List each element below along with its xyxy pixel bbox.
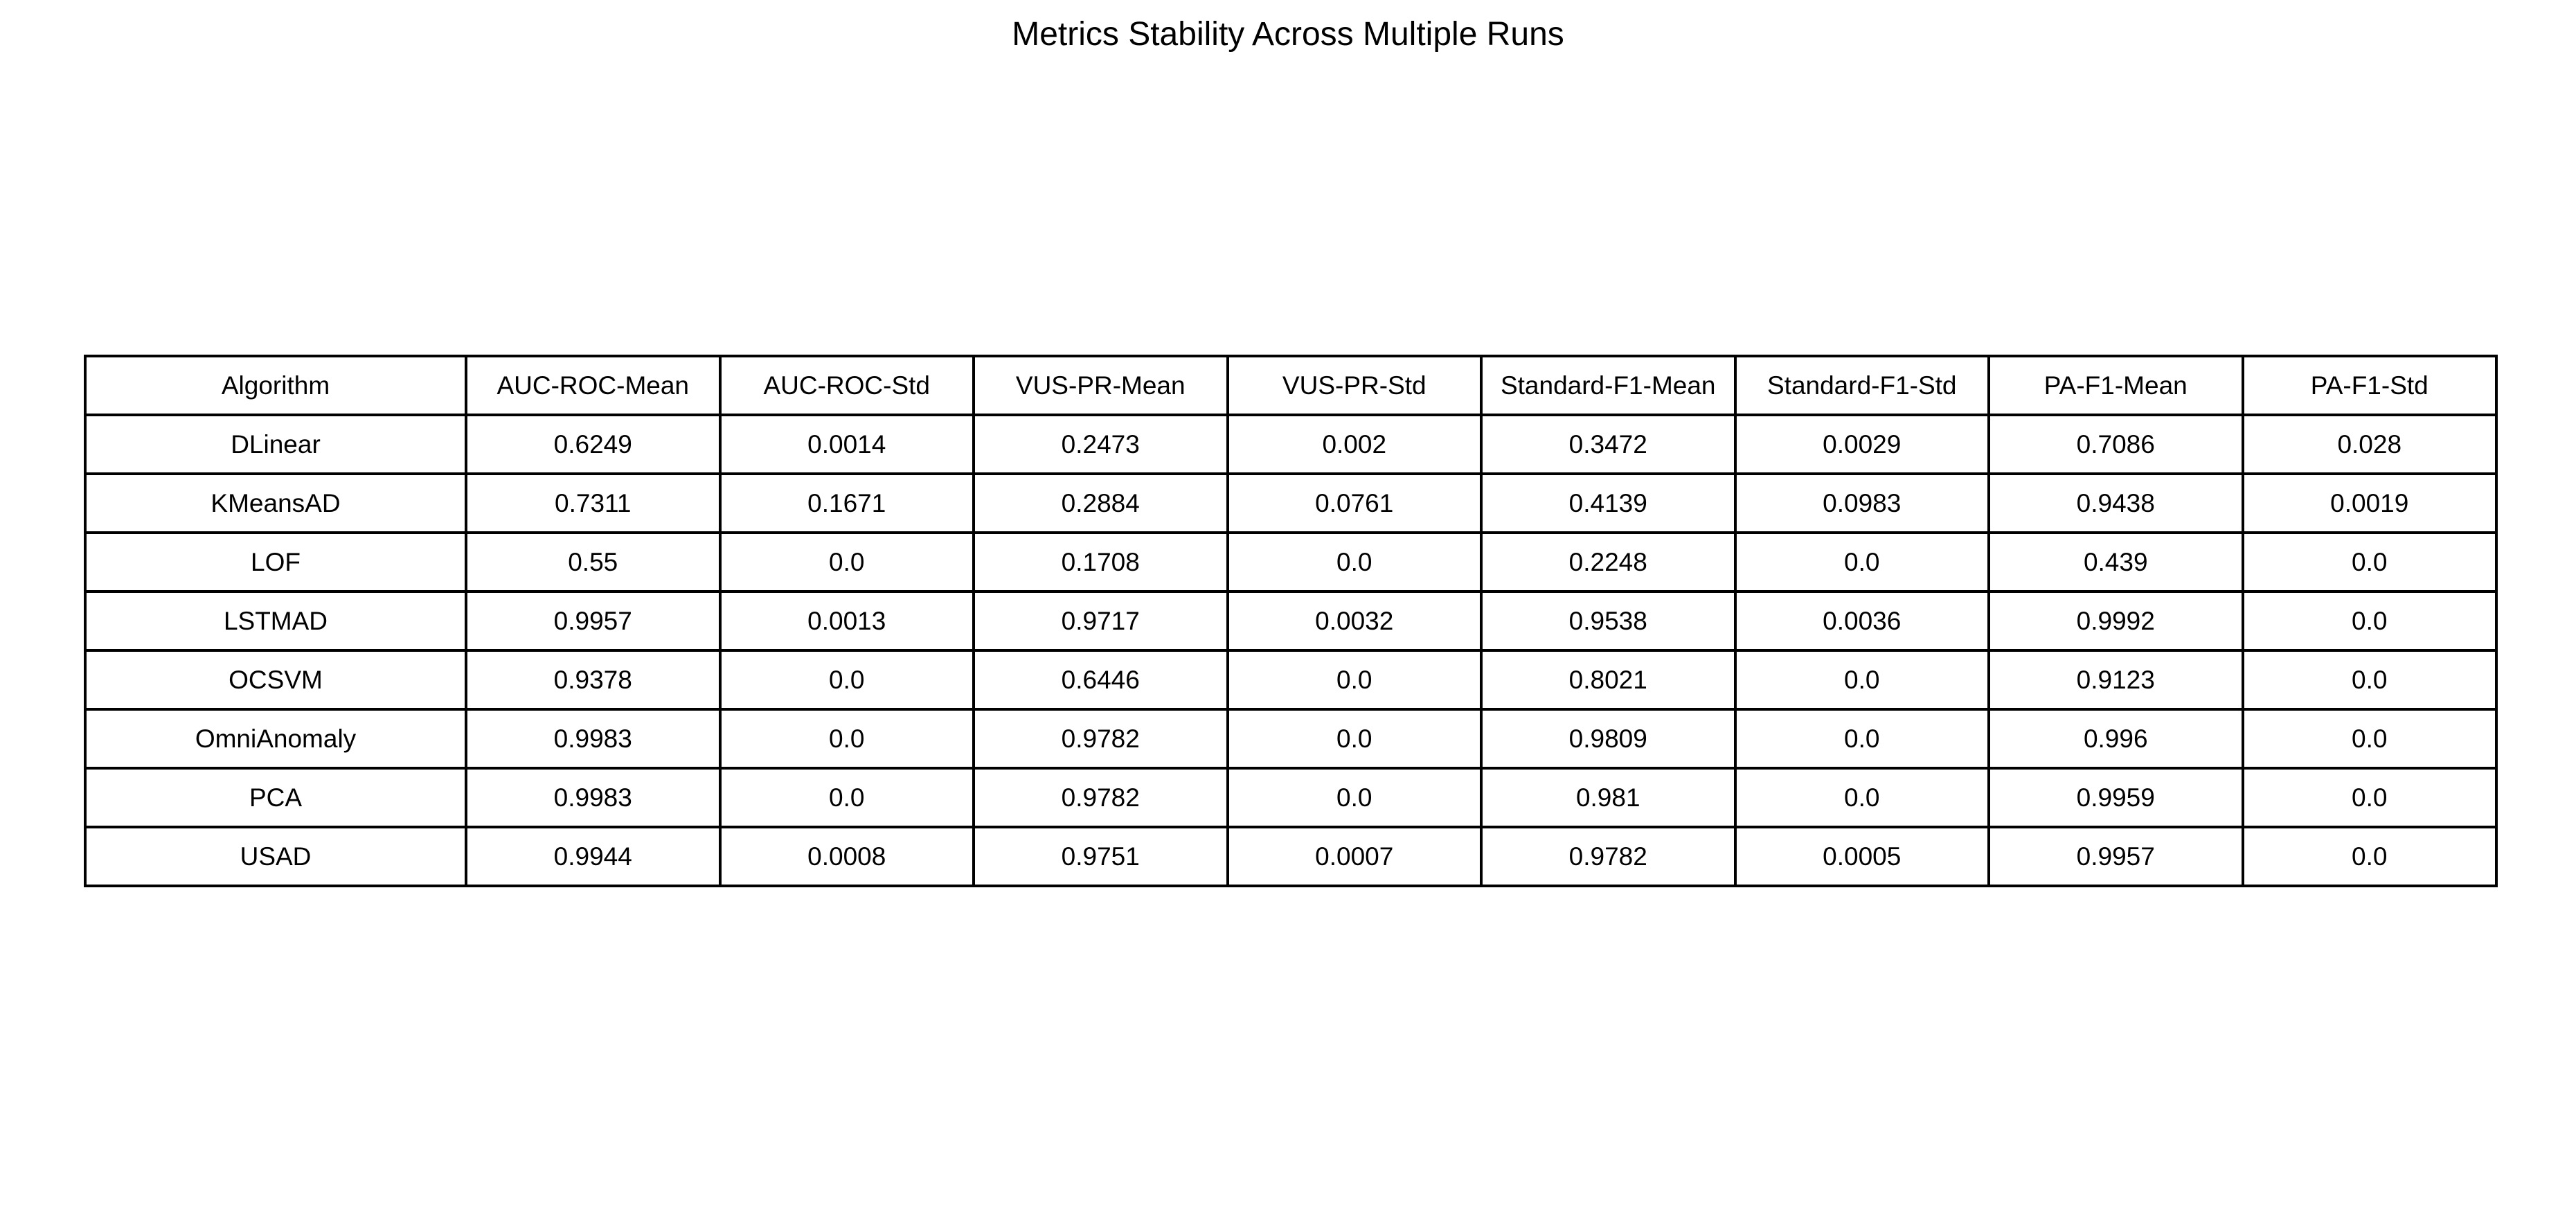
- metric-value-cell: 0.2884: [972, 472, 1229, 534]
- table-row: DLinear 0.6249 0.0014 0.2473 0.002 0.3472 0.00…: [84, 414, 2498, 475]
- metric-value-cell: 0.0: [2241, 649, 2498, 711]
- table-row: LSTMAD 0.9957 0.0013 0.9717 0.0032 0.9538 0.00…: [84, 590, 2498, 652]
- column-header: PA-F1-Std: [2241, 355, 2498, 416]
- algorithm-name-cell: LSTMAD: [84, 590, 467, 652]
- metric-value-cell: 0.0: [1226, 767, 1483, 828]
- column-header: Standard-F1-Mean: [1480, 355, 1737, 416]
- table-row: OmniAnomaly 0.9983 0.0 0.9782 0.0 0.9809 0.0 0.…: [84, 708, 2498, 770]
- metric-value-cell: 0.0: [718, 767, 975, 828]
- metric-value-cell: 0.0: [1733, 531, 1990, 593]
- table-body: DLinear 0.6249 0.0014 0.2473 0.002 0.3472 0.00…: [84, 414, 2498, 887]
- metric-value-cell: 0.9992: [1987, 590, 2244, 652]
- metric-value-cell: 0.0: [1733, 649, 1990, 711]
- metric-value-cell: 0.1708: [972, 531, 1229, 593]
- metric-value-cell: 0.0029: [1733, 414, 1990, 475]
- metric-value-cell: 0.0: [2241, 708, 2498, 770]
- metric-value-cell: 0.0019: [2241, 472, 2498, 534]
- metric-value-cell: 0.0: [718, 649, 975, 711]
- algorithm-name-cell: PCA: [84, 767, 467, 828]
- header-row: Algorithm AUC-ROC-Mean AUC-ROC-Std VUS-PR-M…: [84, 355, 2498, 416]
- metric-value-cell: 0.9957: [465, 590, 722, 652]
- algorithm-name-cell: KMeansAD: [84, 472, 467, 534]
- table-row: KMeansAD 0.7311 0.1671 0.2884 0.0761 0.4139 0.…: [84, 472, 2498, 534]
- metric-value-cell: 0.0007: [1226, 826, 1483, 887]
- metric-value-cell: 0.6446: [972, 649, 1229, 711]
- metric-value-cell: 0.2248: [1480, 531, 1737, 593]
- metric-value-cell: 0.9782: [972, 767, 1229, 828]
- table-row: OCSVM 0.9378 0.0 0.6446 0.0 0.8021 0.0 0.9123 0.…: [84, 649, 2498, 711]
- metric-value-cell: 0.4139: [1480, 472, 1737, 534]
- algorithm-name-cell: USAD: [84, 826, 467, 887]
- metric-value-cell: 0.0: [718, 708, 975, 770]
- metric-value-cell: 0.9123: [1987, 649, 2244, 711]
- metric-value-cell: 0.0: [1226, 531, 1483, 593]
- metric-value-cell: 0.9809: [1480, 708, 1737, 770]
- column-header: PA-F1-Mean: [1987, 355, 2244, 416]
- algorithm-name-cell: OmniAnomaly: [84, 708, 467, 770]
- metrics-table-container: Algorithm AUC-ROC-Mean AUC-ROC-Std VUS-PR-M…: [84, 355, 2498, 887]
- metric-value-cell: 0.3472: [1480, 414, 1737, 475]
- metric-value-cell: 0.8021: [1480, 649, 1737, 711]
- metric-value-cell: 0.0005: [1733, 826, 1990, 887]
- metric-value-cell: 0.7311: [465, 472, 722, 534]
- column-header: VUS-PR-Mean: [972, 355, 1229, 416]
- metric-value-cell: 0.0: [2241, 590, 2498, 652]
- metric-value-cell: 0.002: [1226, 414, 1483, 475]
- metric-value-cell: 0.0: [2241, 826, 2498, 887]
- table-row: PCA 0.9983 0.0 0.9782 0.0 0.981 0.0 0.9959 0.0: [84, 767, 2498, 828]
- table-header: Algorithm AUC-ROC-Mean AUC-ROC-Std VUS-PR-M…: [84, 355, 2498, 416]
- table-row: LOF 0.55 0.0 0.1708 0.0 0.2248 0.0 0.439 0.0: [84, 531, 2498, 593]
- column-header: Algorithm: [84, 355, 467, 416]
- metric-value-cell: 0.0036: [1733, 590, 1990, 652]
- metric-value-cell: 0.55: [465, 531, 722, 593]
- metric-value-cell: 0.0: [1733, 767, 1990, 828]
- column-header: Standard-F1-Std: [1733, 355, 1990, 416]
- metric-value-cell: 0.028: [2241, 414, 2498, 475]
- metric-value-cell: 0.9717: [972, 590, 1229, 652]
- metric-value-cell: 0.0: [2241, 767, 2498, 828]
- metric-value-cell: 0.9751: [972, 826, 1229, 887]
- metric-value-cell: 0.439: [1987, 531, 2244, 593]
- metric-value-cell: 0.9944: [465, 826, 722, 887]
- algorithm-name-cell: OCSVM: [84, 649, 467, 711]
- metric-value-cell: 0.0: [1733, 708, 1990, 770]
- metric-value-cell: 0.9957: [1987, 826, 2244, 887]
- metric-value-cell: 0.0: [718, 531, 975, 593]
- chart-title: Metrics Stability Across Multiple Runs: [1012, 16, 1564, 53]
- metric-value-cell: 0.7086: [1987, 414, 2244, 475]
- metric-value-cell: 0.0014: [718, 414, 975, 475]
- column-header: VUS-PR-Std: [1226, 355, 1483, 416]
- metric-value-cell: 0.9438: [1987, 472, 2244, 534]
- metric-value-cell: 0.0: [1226, 649, 1483, 711]
- metric-value-cell: 0.9538: [1480, 590, 1737, 652]
- metric-value-cell: 0.0983: [1733, 472, 1990, 534]
- metric-value-cell: 0.981: [1480, 767, 1737, 828]
- algorithm-name-cell: LOF: [84, 531, 467, 593]
- metric-value-cell: 0.9959: [1987, 767, 2244, 828]
- column-header: AUC-ROC-Std: [718, 355, 975, 416]
- metric-value-cell: 0.9378: [465, 649, 722, 711]
- metric-value-cell: 0.9983: [465, 767, 722, 828]
- metric-value-cell: 0.0008: [718, 826, 975, 887]
- metric-value-cell: 0.0761: [1226, 472, 1483, 534]
- table-row: USAD 0.9944 0.0008 0.9751 0.0007 0.9782 0.0005…: [84, 826, 2498, 887]
- metric-value-cell: 0.2473: [972, 414, 1229, 475]
- metric-value-cell: 0.0: [2241, 531, 2498, 593]
- algorithm-name-cell: DLinear: [84, 414, 467, 475]
- metric-value-cell: 0.9782: [1480, 826, 1737, 887]
- metric-value-cell: 0.9782: [972, 708, 1229, 770]
- metric-value-cell: 0.6249: [465, 414, 722, 475]
- metric-value-cell: 0.0013: [718, 590, 975, 652]
- metric-value-cell: 0.0032: [1226, 590, 1483, 652]
- column-header: AUC-ROC-Mean: [465, 355, 722, 416]
- metric-value-cell: 0.0: [1226, 708, 1483, 770]
- metric-value-cell: 0.996: [1987, 708, 2244, 770]
- metric-value-cell: 0.1671: [718, 472, 975, 534]
- metric-value-cell: 0.9983: [465, 708, 722, 770]
- metrics-table: Algorithm AUC-ROC-Mean AUC-ROC-Std VUS-PR-M…: [84, 355, 2498, 887]
